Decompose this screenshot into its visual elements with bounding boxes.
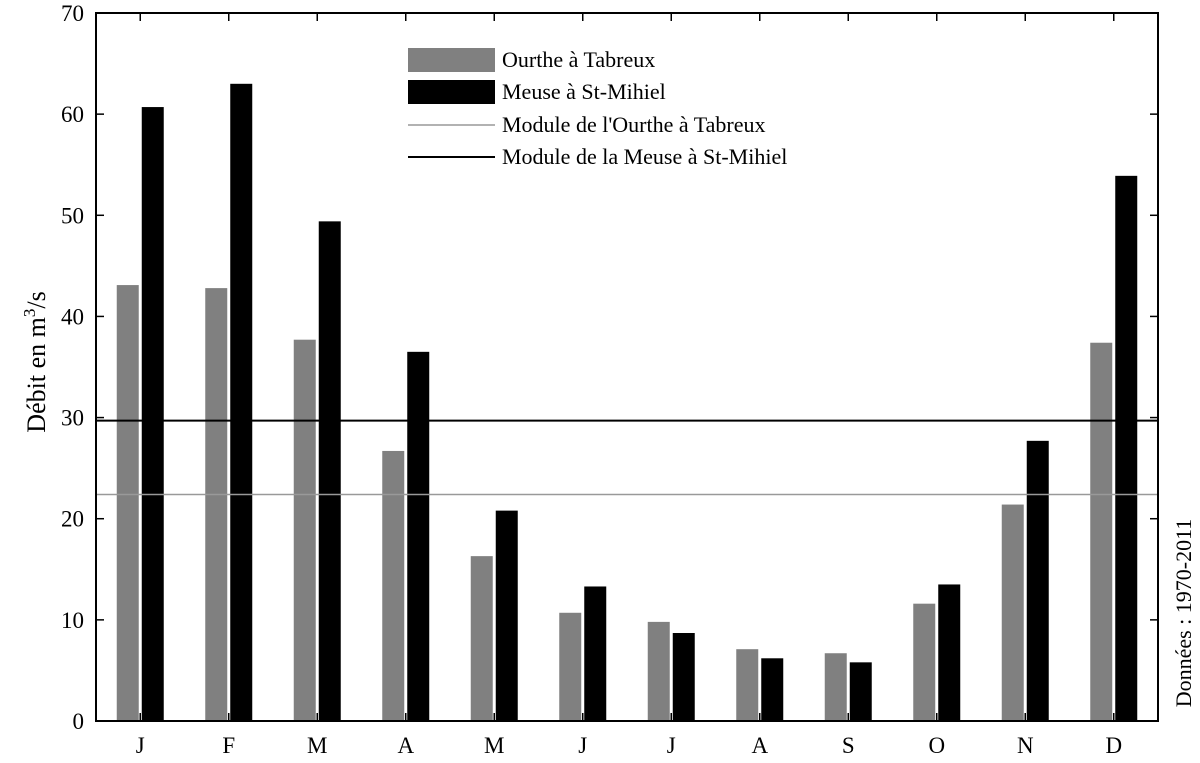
bar-ourthe-5 — [470, 556, 493, 721]
bar-meuse-5 — [495, 510, 518, 721]
bar-meuse-9 — [849, 662, 872, 721]
bar-ourthe-9 — [824, 653, 847, 721]
bar-meuse-10 — [938, 584, 961, 721]
x-tick-label: A — [397, 733, 414, 758]
x-tick-label: M — [307, 733, 327, 758]
data-period-note: Données : 1970-2011 — [1171, 519, 1196, 708]
bar-ourthe-6 — [559, 612, 582, 721]
x-tick-label: J — [667, 733, 676, 758]
y-tick-label: 50 — [61, 203, 84, 228]
bar-ourthe-11 — [1001, 504, 1024, 721]
y-axis-label-tail: /s — [22, 291, 51, 308]
y-axis-label-sup: 3 — [20, 309, 39, 318]
bar-ourthe-12 — [1090, 342, 1113, 721]
x-tick-label: N — [1017, 733, 1034, 758]
y-tick-label: 70 — [61, 1, 84, 26]
bar-ourthe-7 — [647, 621, 670, 721]
x-tick-label: O — [928, 733, 945, 758]
bar-meuse-8 — [761, 658, 784, 721]
y-axis-label: Débit en m3/s — [20, 291, 51, 432]
bar-meuse-3 — [318, 221, 341, 721]
bar-meuse-4 — [407, 351, 430, 721]
ticks-layer: 0 10 20 30 40 50 60 70 J F M A M J J A S O N D — [61, 1, 1158, 758]
y-tick-label: 20 — [61, 507, 84, 532]
legend-label-ourthe: Ourthe à Tabreux — [502, 47, 655, 72]
bars-layer — [116, 83, 1138, 722]
bar-meuse-12 — [1115, 175, 1138, 722]
legend-label-module-meuse: Module de la Meuse à St-Mihiel — [502, 144, 787, 169]
y-tick-label: 10 — [61, 608, 84, 633]
y-tick-label: 60 — [61, 102, 84, 127]
bar-ourthe-2 — [205, 288, 228, 721]
bar-meuse-11 — [1026, 440, 1049, 721]
x-tick-label: S — [842, 733, 855, 758]
legend: Ourthe à Tabreux Meuse à St-Mihiel Module … — [408, 47, 787, 169]
legend-swatch-ourthe — [408, 48, 495, 72]
bar-ourthe-8 — [736, 649, 759, 721]
bar-meuse-2 — [230, 83, 253, 722]
legend-label-meuse: Meuse à St-Mihiel — [502, 79, 666, 104]
bar-meuse-6 — [584, 586, 607, 721]
x-tick-label: J — [578, 733, 587, 758]
bar-ourthe-4 — [382, 450, 405, 721]
plot-frame — [95, 12, 1159, 722]
x-tick-label: M — [484, 733, 504, 758]
bar-ourthe-3 — [293, 339, 316, 721]
x-tick-label: F — [222, 733, 235, 758]
x-tick-label: J — [136, 733, 145, 758]
y-axis-label-main: Débit en m — [22, 317, 51, 433]
legend-label-module-ourthe: Module de l'Ourthe à Tabreux — [502, 112, 766, 137]
bar-ourthe-10 — [913, 603, 936, 721]
reference-lines-layer — [96, 419, 1158, 496]
y-tick-label: 40 — [61, 304, 84, 329]
y-tick-label: 0 — [73, 709, 85, 734]
bar-meuse-7 — [672, 633, 695, 721]
bar-meuse-1 — [141, 107, 164, 721]
x-tick-label: D — [1105, 733, 1122, 758]
y-tick-label: 30 — [61, 406, 84, 431]
x-tick-label: A — [751, 733, 768, 758]
legend-swatch-meuse — [408, 80, 495, 104]
bar-ourthe-1 — [116, 285, 139, 721]
